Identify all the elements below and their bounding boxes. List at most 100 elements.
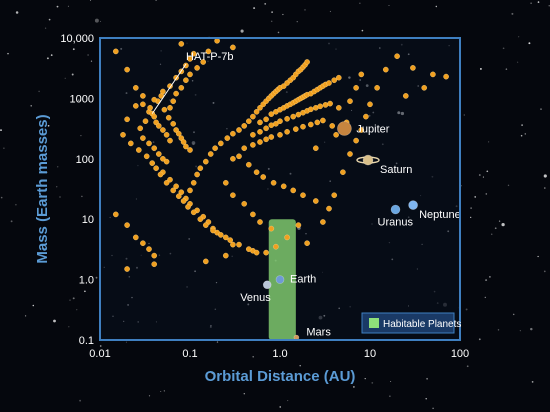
background-star [3, 147, 5, 149]
exoplanet-point [382, 66, 389, 73]
exoplanet-point [170, 98, 176, 104]
planet-uranus [390, 204, 401, 215]
exoplanet-point [207, 151, 214, 157]
background-star [498, 220, 501, 222]
exoplanet-point [268, 111, 275, 117]
planet-label-mars: Mars [306, 327, 331, 339]
exoplanet-point [273, 121, 279, 127]
exoplanet-point [443, 73, 449, 80]
exoplanet-point [363, 113, 369, 120]
exoplanet-point [245, 118, 252, 124]
planet-label-saturn: Saturn [380, 164, 412, 176]
exoplanet-point [173, 183, 179, 190]
background-star [87, 54, 89, 56]
exoplanet-point [257, 119, 263, 126]
x-tick-label: 0.01 [89, 348, 110, 360]
exoplanet-point [263, 249, 269, 256]
exoplanet-point [307, 121, 314, 128]
background-star [45, 171, 48, 174]
exoplanet-point [290, 113, 297, 120]
background-star [163, 390, 165, 392]
background-star [465, 308, 468, 311]
exoplanet-point [124, 116, 130, 123]
exoplanet-point [183, 143, 189, 150]
exoplanet-point [224, 135, 231, 141]
background-star [543, 174, 547, 178]
background-star [271, 11, 273, 13]
background-star [497, 329, 500, 331]
exoplanet-point [230, 192, 236, 198]
exoplanet-point [190, 179, 197, 186]
background-star [425, 398, 427, 400]
background-star [299, 364, 301, 367]
exoplanet-point [170, 121, 176, 127]
background-star [15, 203, 17, 206]
exoplanet-point [353, 137, 359, 144]
exoplanet-point [277, 131, 283, 138]
x-axis-title: Orbital Distance (AU) [205, 368, 356, 385]
background-star [216, 341, 219, 343]
exoplanet-point [212, 145, 218, 151]
background-star [76, 309, 78, 311]
exoplanet-point [137, 125, 143, 132]
exoplanet-point [185, 204, 191, 210]
planet-neptune [408, 200, 418, 210]
background-star [24, 315, 27, 317]
exoplanet-point [230, 44, 236, 51]
exoplanet-point [113, 48, 119, 55]
exoplanet-point [335, 105, 342, 111]
exoplanet-point [124, 266, 130, 272]
background-star [253, 7, 256, 10]
background-star [466, 365, 469, 368]
exoplanet-point [230, 155, 236, 162]
background-star [487, 141, 490, 143]
exoplanet-point [430, 71, 436, 78]
background-star [505, 68, 508, 70]
background-star [84, 290, 86, 293]
exoplanet-point [326, 205, 332, 212]
planet-label-jupiter: Jupiter [356, 124, 389, 136]
exoplanet-point [236, 153, 242, 160]
background-star [388, 4, 390, 7]
exoplanet-point [194, 171, 200, 178]
exoplanet-point [124, 66, 130, 73]
exoplanet-point [241, 145, 247, 151]
exoplanet-point [175, 130, 182, 137]
exoplanet-point [394, 53, 400, 60]
background-star [125, 341, 127, 343]
background-star [79, 399, 82, 402]
background-star [519, 330, 521, 332]
background-star [155, 0, 157, 1]
exoplanet-point [257, 128, 263, 135]
background-star [240, 29, 244, 33]
exoplanet-point [333, 131, 339, 138]
background-star [540, 108, 542, 110]
exoplanet-point [317, 103, 324, 110]
background-star [501, 222, 505, 227]
exoplanet-point [222, 234, 229, 241]
exoplanet-point [197, 216, 204, 222]
exoplanet-point [165, 114, 172, 121]
background-star [489, 276, 491, 278]
background-star [511, 12, 514, 15]
background-star [543, 270, 546, 273]
legend-swatch-habitable [369, 318, 379, 328]
background-star [94, 18, 99, 23]
exoplanet-point [327, 100, 333, 107]
exoplanet-point [135, 147, 142, 153]
background-star [507, 184, 510, 187]
background-star [520, 134, 523, 137]
exoplanet-point [190, 50, 197, 57]
exoplanet-point [230, 130, 236, 137]
exoplanet-point [284, 128, 290, 135]
exoplanet-point [170, 187, 176, 194]
exoplanet-point [178, 85, 185, 91]
background-star [15, 11, 19, 14]
exoplanet-point [187, 71, 193, 78]
background-star [59, 196, 61, 198]
exoplanet-point [143, 153, 150, 160]
background-star [390, 380, 392, 383]
exoplanet-point [183, 77, 189, 83]
exoplanet-point [187, 56, 193, 62]
